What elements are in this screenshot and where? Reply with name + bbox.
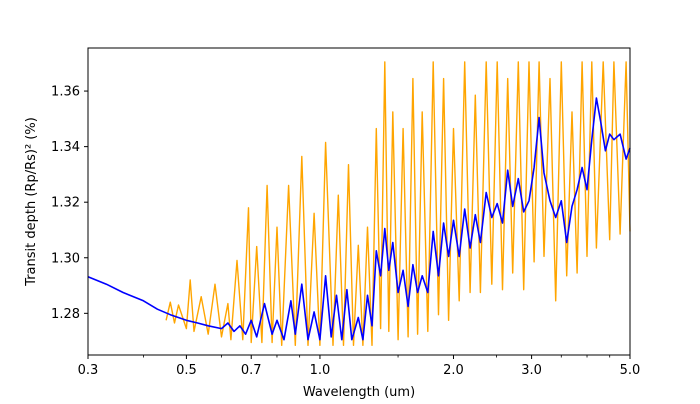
series-line-0 — [165, 61, 631, 346]
x-axis-title: Wavelength (um) — [303, 385, 415, 400]
y-tick-label-0: 1.28 — [51, 307, 80, 322]
ticks-layer: 0.3 0.5 0.7 1.0 2.0 3.0 5.0 1.28 1.30 1.32 1.34 1.3… — [51, 85, 640, 378]
x-tick-label-3: 1.0 — [310, 363, 331, 378]
y-tick-label-1: 1.30 — [51, 251, 80, 266]
plot-frame — [87, 47, 631, 356]
x-tick-label-1: 0.5 — [176, 363, 197, 378]
x-tick-label-2: 0.7 — [241, 363, 262, 378]
series-layer — [87, 61, 631, 346]
x-tick-label-0: 0.3 — [78, 363, 99, 378]
x-tick-label-5: 3.0 — [521, 363, 542, 378]
x-tick-label-6: 5.0 — [620, 363, 641, 378]
series-line-1 — [87, 97, 631, 341]
y-tick-label-3: 1.34 — [51, 140, 80, 155]
axes-layer — [87, 47, 631, 356]
x-tick-label-4: 2.0 — [443, 363, 464, 378]
y-tick-label-4: 1.36 — [51, 85, 80, 100]
y-axis-title: Transit depth (Rp/Rs)² (%) — [24, 117, 39, 287]
y-tick-label-2: 1.32 — [51, 196, 80, 211]
